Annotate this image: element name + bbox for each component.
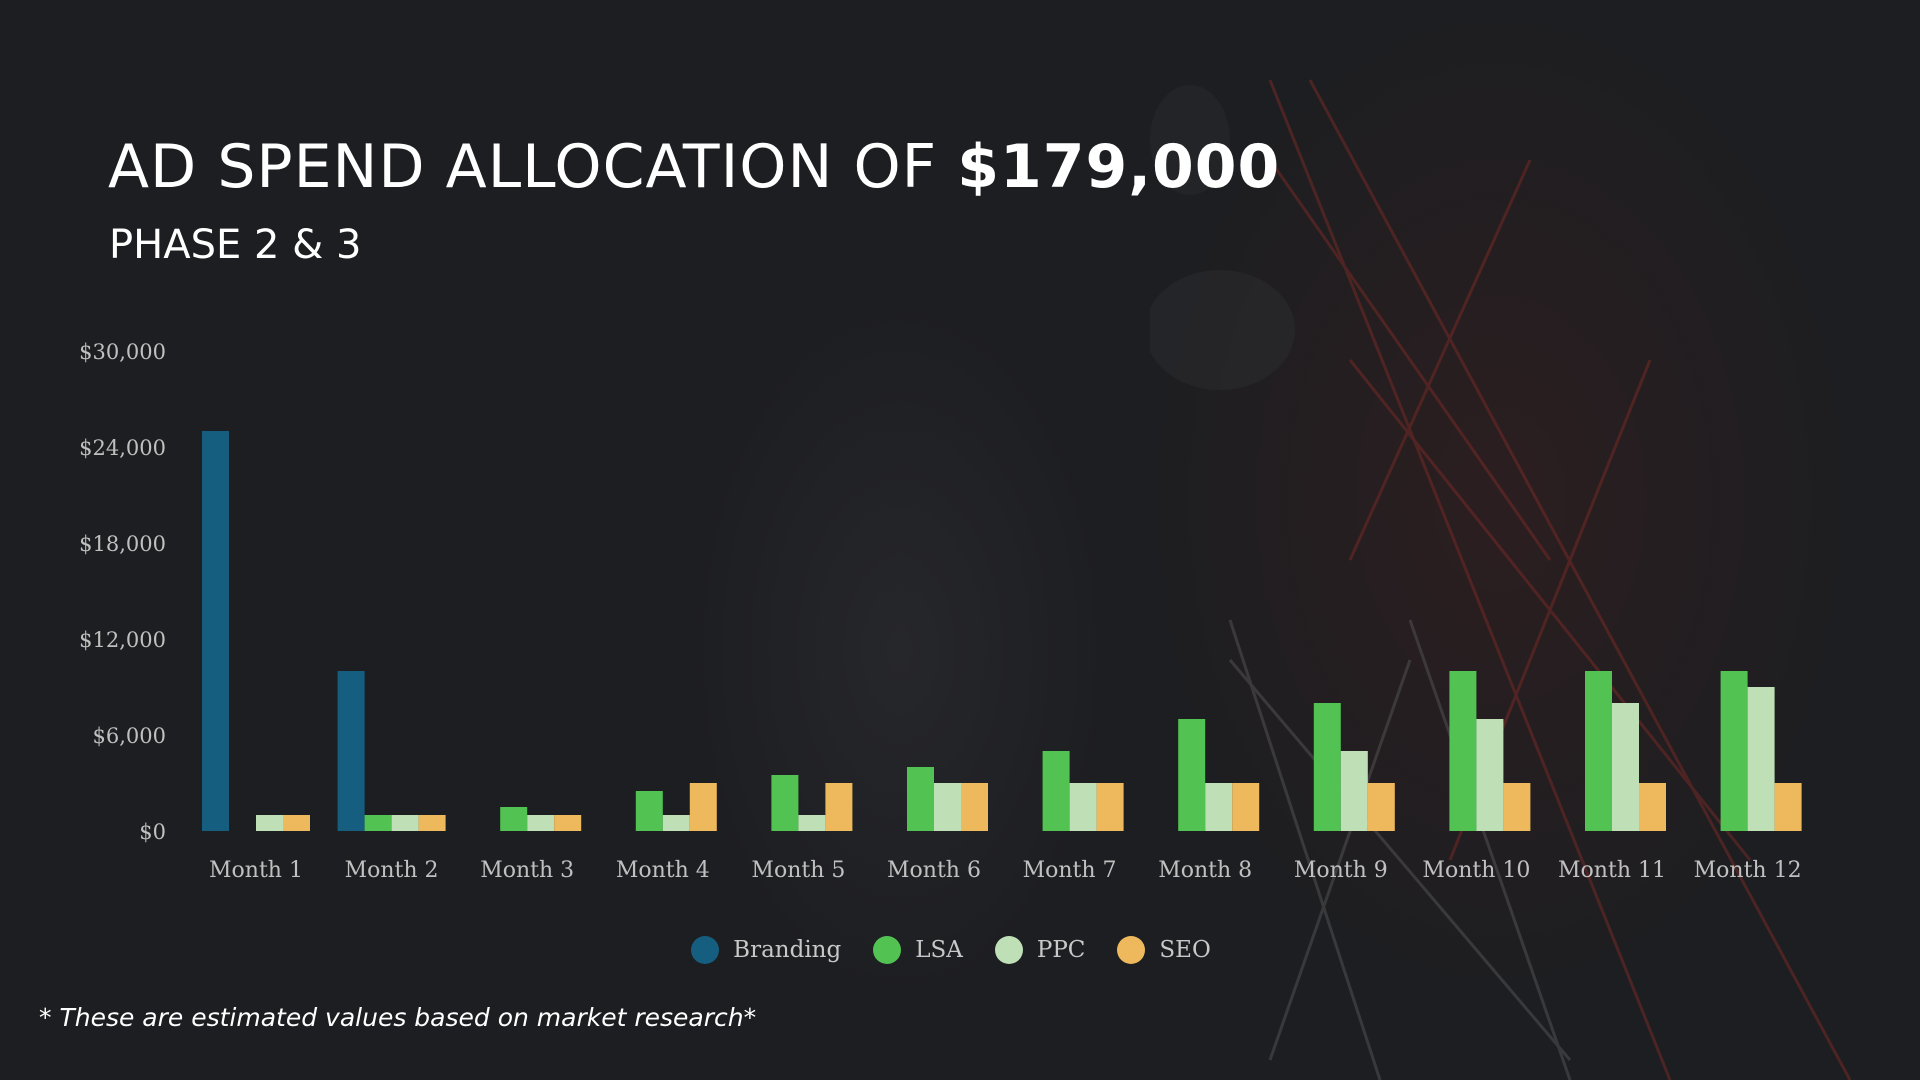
bar-seo xyxy=(283,815,310,831)
legend-label: LSA xyxy=(915,937,963,963)
bar-lsa xyxy=(907,767,934,831)
x-tick-label: Month 11 xyxy=(1558,858,1666,883)
legend-label: PPC xyxy=(1036,937,1086,963)
bar-ppc xyxy=(256,815,283,831)
title-prefix: AD SPEND ALLOCATION OF xyxy=(108,132,958,202)
legend-label: SEO xyxy=(1159,937,1211,963)
bar-lsa xyxy=(771,775,799,831)
bar-lsa xyxy=(1042,751,1070,831)
bar-ppc xyxy=(934,783,961,831)
bar-ppc xyxy=(391,815,419,831)
x-tick-label: Month 12 xyxy=(1694,858,1802,883)
bar-ppc xyxy=(1340,751,1368,831)
x-tick-label: Month 2 xyxy=(345,858,439,883)
x-tick-label: Month 10 xyxy=(1422,858,1530,883)
bar-lsa xyxy=(1720,671,1748,831)
bar-branding xyxy=(337,671,365,831)
legend-dot-icon xyxy=(691,936,720,964)
bar-ppc xyxy=(798,815,826,831)
y-tick-label: $6,000 xyxy=(93,724,166,748)
title-amount: $179,000 xyxy=(957,132,1281,202)
bar-branding xyxy=(202,431,229,831)
bar-seo xyxy=(554,815,582,831)
page-subtitle: PHASE 2 & 3 xyxy=(109,222,362,268)
y-tick-label: $18,000 xyxy=(79,532,166,556)
bar-seo xyxy=(1774,783,1802,831)
bar-ppc xyxy=(1205,783,1233,831)
x-tick-label: Month 9 xyxy=(1294,858,1388,883)
bar-seo xyxy=(961,783,988,831)
y-tick-label: $24,000 xyxy=(79,436,166,460)
bar-ppc xyxy=(1612,703,1639,831)
x-tick-label: Month 5 xyxy=(751,858,845,883)
bar-seo xyxy=(1639,783,1666,831)
bar-lsa xyxy=(500,807,528,831)
bar-seo xyxy=(1503,783,1531,831)
x-tick-label: Month 1 xyxy=(209,858,303,883)
bar-lsa xyxy=(364,815,392,831)
bar-lsa xyxy=(635,791,663,831)
bar-lsa xyxy=(1313,703,1341,831)
x-tick-label: Month 4 xyxy=(616,858,710,883)
y-tick-label: $0 xyxy=(139,820,166,844)
legend-label: Branding xyxy=(733,937,842,963)
legend-dot-icon xyxy=(1117,936,1146,964)
y-tick-label: $30,000 xyxy=(79,340,166,364)
x-tick-label: Month 8 xyxy=(1158,858,1252,883)
bar-seo xyxy=(418,815,446,831)
bar-seo xyxy=(689,783,717,831)
bar-seo xyxy=(1232,783,1260,831)
legend-item: SEO xyxy=(1117,936,1211,964)
y-tick-label: $12,000 xyxy=(79,628,166,652)
bar-ppc xyxy=(527,815,555,831)
legend-item: Branding xyxy=(691,936,841,964)
footnote: * These are estimated values based on ma… xyxy=(39,1003,757,1032)
legend-dot-icon xyxy=(994,936,1023,964)
bar-ppc xyxy=(662,815,690,831)
page-title: AD SPEND ALLOCATION OF $179,000 xyxy=(108,132,1280,202)
bar-ppc xyxy=(1476,719,1504,831)
legend-item: PPC xyxy=(994,936,1086,964)
tower-background-image xyxy=(1150,79,1852,1080)
legend-item: LSA xyxy=(873,936,963,964)
bar-seo xyxy=(825,783,853,831)
bar-seo xyxy=(1367,783,1395,831)
chart-legend: Branding LSA PPC SEO xyxy=(0,936,1902,964)
bar-lsa xyxy=(1449,671,1477,831)
bar-ppc xyxy=(1069,783,1097,831)
bar-lsa xyxy=(1178,719,1206,831)
bar-lsa xyxy=(1585,671,1612,831)
legend-dot-icon xyxy=(873,936,902,964)
x-tick-label: Month 3 xyxy=(480,858,574,883)
x-tick-label: Month 7 xyxy=(1023,858,1117,883)
x-tick-label: Month 6 xyxy=(887,858,981,883)
bar-ppc xyxy=(1747,687,1775,831)
bar-seo xyxy=(1096,783,1124,831)
